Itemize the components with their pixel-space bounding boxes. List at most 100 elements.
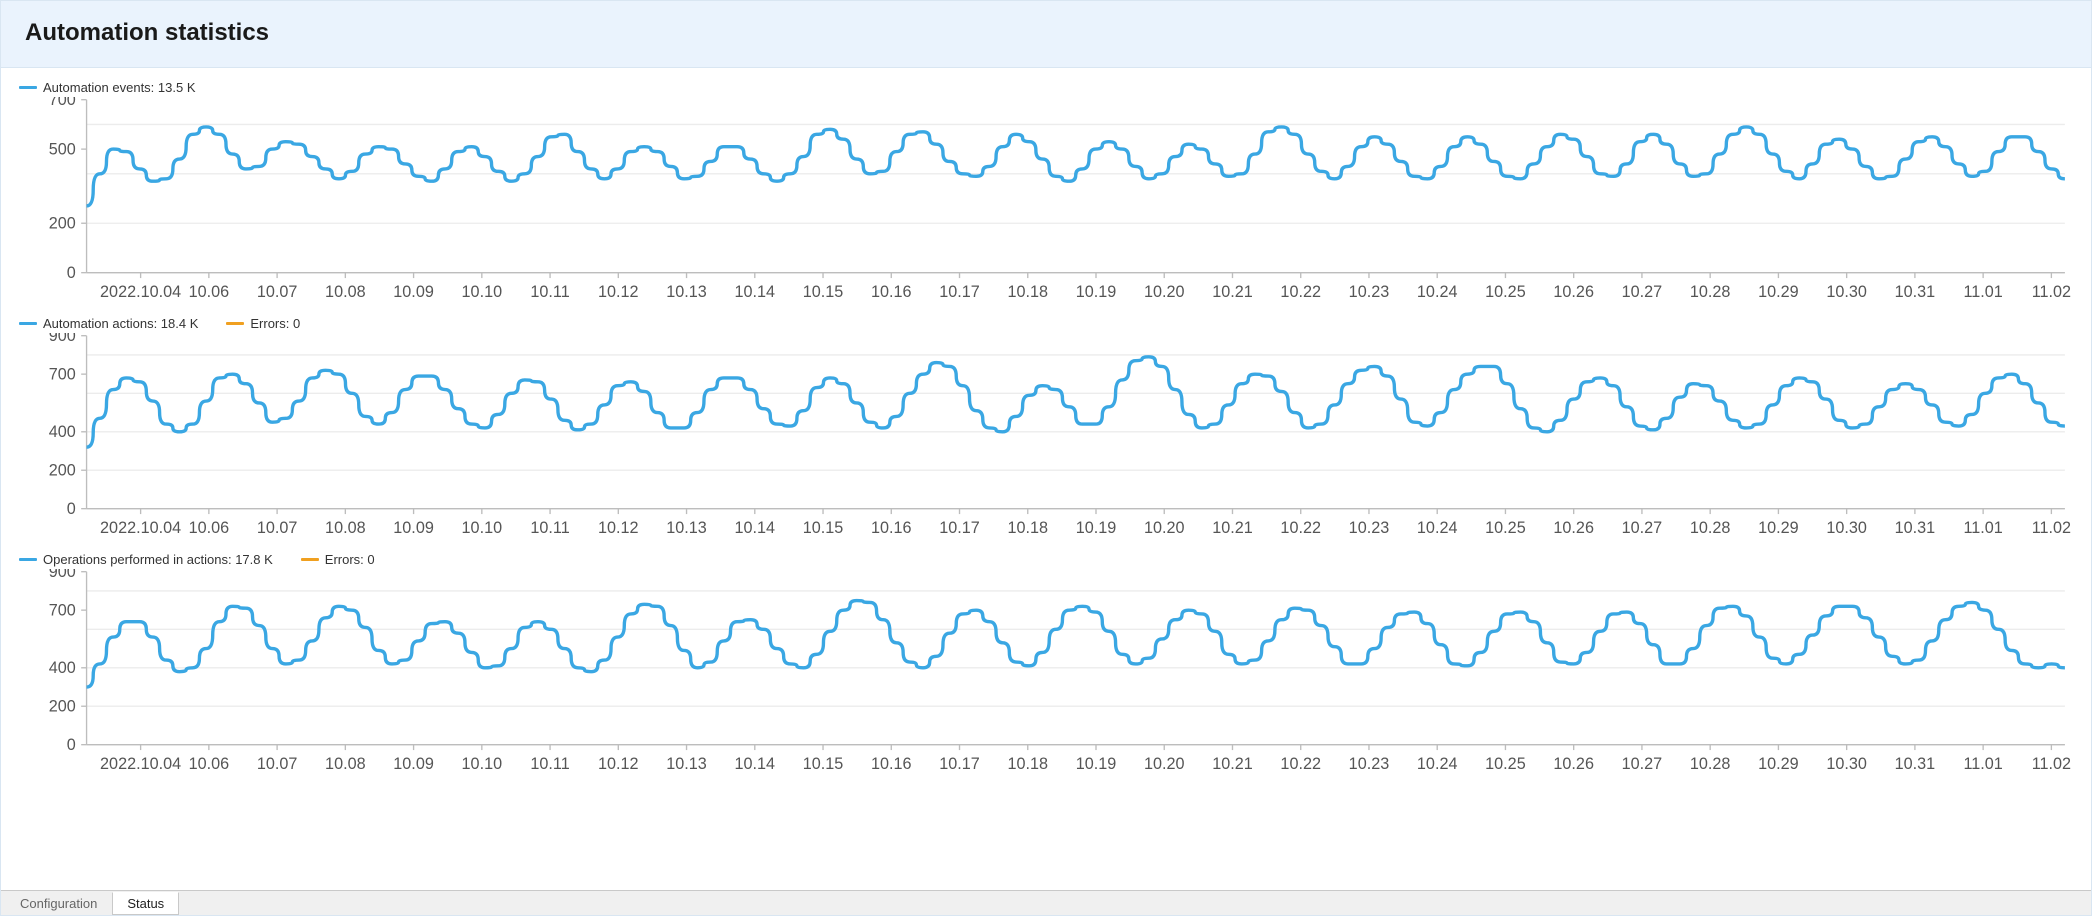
x-axis-label: 10.07 — [257, 755, 298, 773]
series-line — [87, 357, 2065, 447]
x-axis-label: 10.08 — [325, 755, 366, 773]
legend-item[interactable]: Automation events: 13.5 K — [19, 80, 195, 95]
x-axis-label: 10.27 — [1622, 755, 1663, 773]
y-axis-label: 200 — [49, 461, 76, 479]
legend-swatch — [19, 322, 37, 325]
y-axis-label: 500 — [49, 141, 76, 159]
x-axis-label: 10.08 — [325, 283, 366, 301]
chart-svg[interactable]: 02005007002022.10.0410.0610.0710.0810.09… — [19, 97, 2073, 308]
y-axis-label: 900 — [49, 569, 76, 581]
x-axis-label: 10.17 — [939, 283, 980, 301]
legend-item[interactable]: Errors: 0 — [301, 552, 375, 567]
x-axis-label: 10.10 — [462, 519, 503, 537]
page-title: Automation statistics — [25, 19, 2067, 47]
legend-label: Errors: 0 — [250, 316, 300, 331]
y-axis-label: 0 — [67, 736, 76, 754]
x-axis-label: 10.31 — [1895, 283, 1936, 301]
x-axis-label: 2022.10.04 — [100, 519, 181, 537]
x-axis-label: 10.09 — [393, 519, 434, 537]
x-axis-label: 10.17 — [939, 519, 980, 537]
chart-operations: Operations performed in actions: 17.8 K E… — [19, 552, 2073, 780]
tab-configuration[interactable]: Configuration — [5, 893, 112, 915]
chart-legend: Automation actions: 18.4 K Errors: 0 — [19, 316, 2073, 331]
x-axis-label: 10.18 — [1007, 519, 1048, 537]
x-axis-label: 10.26 — [1553, 283, 1594, 301]
x-axis-label: 10.15 — [803, 283, 844, 301]
legend-item[interactable]: Operations performed in actions: 17.8 K — [19, 552, 273, 567]
x-axis-label: 10.24 — [1417, 519, 1458, 537]
x-axis-label: 10.12 — [598, 755, 639, 773]
x-axis-label: 10.20 — [1144, 755, 1185, 773]
x-axis-label: 11.01 — [1963, 755, 2002, 773]
x-axis-label: 10.22 — [1280, 519, 1321, 537]
x-axis-label: 10.12 — [598, 283, 639, 301]
chart-svg[interactable]: 02004007009002022.10.0410.0610.0710.0810… — [19, 333, 2073, 544]
x-axis-label: 10.14 — [735, 755, 776, 773]
x-axis-label: 10.25 — [1485, 283, 1526, 301]
x-axis-label: 10.28 — [1690, 283, 1731, 301]
x-axis-label: 10.21 — [1212, 283, 1253, 301]
x-axis-label: 10.20 — [1144, 519, 1185, 537]
panel-header: Automation statistics — [1, 1, 2091, 68]
legend-swatch — [226, 322, 244, 325]
x-axis-label: 10.19 — [1076, 519, 1117, 537]
x-axis-label: 10.21 — [1212, 519, 1253, 537]
legend-swatch — [19, 86, 37, 89]
x-axis-label: 10.15 — [803, 755, 844, 773]
x-axis-label: 10.09 — [393, 283, 434, 301]
y-axis-label: 200 — [49, 697, 76, 715]
x-axis-label: 10.10 — [462, 755, 503, 773]
x-axis-label: 10.29 — [1758, 755, 1799, 773]
x-axis-label: 10.11 — [530, 283, 569, 301]
y-axis-label: 700 — [49, 97, 76, 109]
y-axis-label: 400 — [49, 423, 76, 441]
y-axis-label: 0 — [67, 500, 76, 518]
chart-events: Automation events: 13.5 K02005007002022.… — [19, 80, 2073, 308]
x-axis-label: 10.26 — [1553, 755, 1594, 773]
x-axis-label: 10.30 — [1826, 283, 1867, 301]
x-axis-label: 10.23 — [1349, 283, 1390, 301]
y-axis-label: 0 — [67, 264, 76, 282]
x-axis-label: 10.11 — [530, 519, 569, 537]
legend-label: Errors: 0 — [325, 552, 375, 567]
x-axis-label: 10.23 — [1349, 755, 1390, 773]
x-axis-label: 10.18 — [1007, 283, 1048, 301]
x-axis-label: 10.24 — [1417, 755, 1458, 773]
x-axis-label: 11.01 — [1963, 519, 2002, 537]
x-axis-label: 10.29 — [1758, 519, 1799, 537]
x-axis-label: 11.02 — [2032, 519, 2071, 537]
x-axis-label: 10.31 — [1895, 519, 1936, 537]
x-axis-label: 10.18 — [1007, 755, 1048, 773]
x-axis-label: 10.24 — [1417, 283, 1458, 301]
x-axis-label: 11.01 — [1963, 283, 2002, 301]
x-axis-label: 10.23 — [1349, 519, 1390, 537]
y-axis-label: 700 — [49, 365, 76, 383]
chart-svg[interactable]: 02004007009002022.10.0410.0610.0710.0810… — [19, 569, 2073, 780]
x-axis-label: 10.16 — [871, 283, 912, 301]
chart-legend: Operations performed in actions: 17.8 K E… — [19, 552, 2073, 567]
x-axis-label: 10.13 — [666, 283, 707, 301]
x-axis-label: 11.02 — [2032, 755, 2071, 773]
x-axis-label: 10.28 — [1690, 755, 1731, 773]
x-axis-label: 10.25 — [1485, 755, 1526, 773]
x-axis-label: 10.16 — [871, 755, 912, 773]
x-axis-label: 10.17 — [939, 755, 980, 773]
x-axis-label: 10.13 — [666, 755, 707, 773]
bottom-tabstrip: ConfigurationStatus — [1, 890, 2091, 915]
tab-status[interactable]: Status — [112, 892, 179, 915]
x-axis-label: 10.08 — [325, 519, 366, 537]
x-axis-label: 10.30 — [1826, 755, 1867, 773]
x-axis-label: 11.02 — [2032, 283, 2071, 301]
legend-item[interactable]: Automation actions: 18.4 K — [19, 316, 198, 331]
x-axis-label: 10.27 — [1622, 519, 1663, 537]
series-line — [87, 127, 2065, 206]
y-axis-label: 700 — [49, 601, 76, 619]
x-axis-label: 10.10 — [462, 283, 503, 301]
legend-item[interactable]: Errors: 0 — [226, 316, 300, 331]
x-axis-label: 10.26 — [1553, 519, 1594, 537]
chart-legend: Automation events: 13.5 K — [19, 80, 2073, 95]
stats-panel: Automation statistics Automation events:… — [0, 0, 2092, 916]
charts-container: Automation events: 13.5 K 0 200 500 700 2022.… — [1, 68, 2091, 890]
y-axis-label: 200 — [49, 215, 76, 233]
legend-swatch — [19, 558, 37, 561]
